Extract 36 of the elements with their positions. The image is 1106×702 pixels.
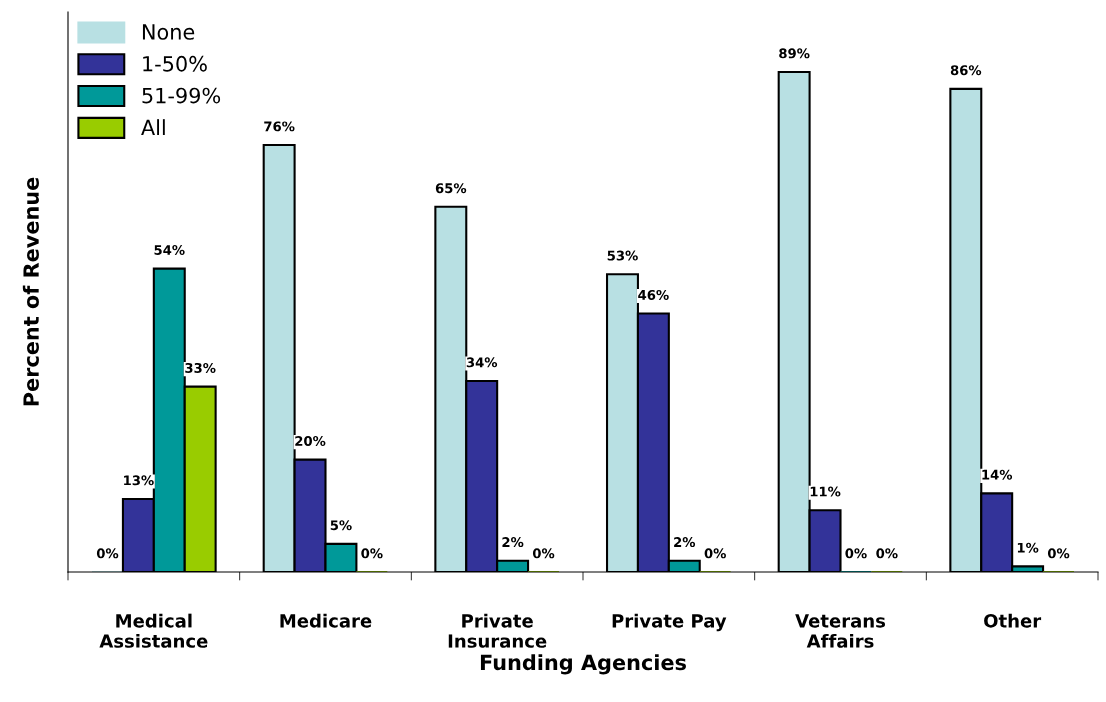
data-label: 89% — [779, 48, 810, 59]
data-label: 2% — [502, 537, 524, 548]
x-tick-label: Private Pay — [612, 613, 727, 632]
data-label: 0% — [96, 548, 119, 559]
legend-label: 51-99% — [142, 87, 221, 104]
data-label: 86% — [950, 65, 982, 76]
data-label: 1% — [1017, 542, 1039, 553]
data-label: 46% — [638, 289, 669, 300]
legend-label: 1-50% — [143, 55, 207, 72]
data-label: 76% — [264, 121, 295, 132]
data-label: 0% — [876, 548, 898, 559]
x-tick-label: Private Insurance — [448, 613, 547, 648]
data-label: 0% — [704, 548, 726, 559]
data-label: 2% — [674, 537, 696, 548]
y-axis-title: Percent of Revenue — [22, 177, 39, 406]
data-label: 34% — [466, 357, 498, 368]
data-label: 65% — [435, 183, 467, 194]
data-label: 0% — [361, 548, 383, 559]
data-label: 11% — [810, 486, 841, 497]
data-label: 54% — [154, 244, 185, 255]
data-label: 5% — [330, 520, 352, 531]
data-label: 0% — [1047, 548, 1070, 559]
data-label: 53% — [607, 250, 638, 261]
x-tick-label: Other — [984, 613, 1042, 628]
x-tick-label: Medicare — [280, 613, 372, 628]
legend-label: All — [141, 119, 165, 135]
legend-label: None — [142, 24, 195, 40]
x-tick-label: Veterans Affairs — [795, 614, 886, 648]
data-label: 0% — [532, 548, 555, 559]
data-label: 20% — [295, 435, 326, 446]
x-tick-label: Medical Assistance — [99, 613, 208, 648]
data-label: 13% — [124, 475, 154, 486]
data-label: 0% — [845, 548, 867, 559]
data-label: 33% — [185, 362, 216, 373]
data-label: 14% — [982, 469, 1013, 480]
x-axis-title: Funding Agencies — [480, 654, 686, 675]
